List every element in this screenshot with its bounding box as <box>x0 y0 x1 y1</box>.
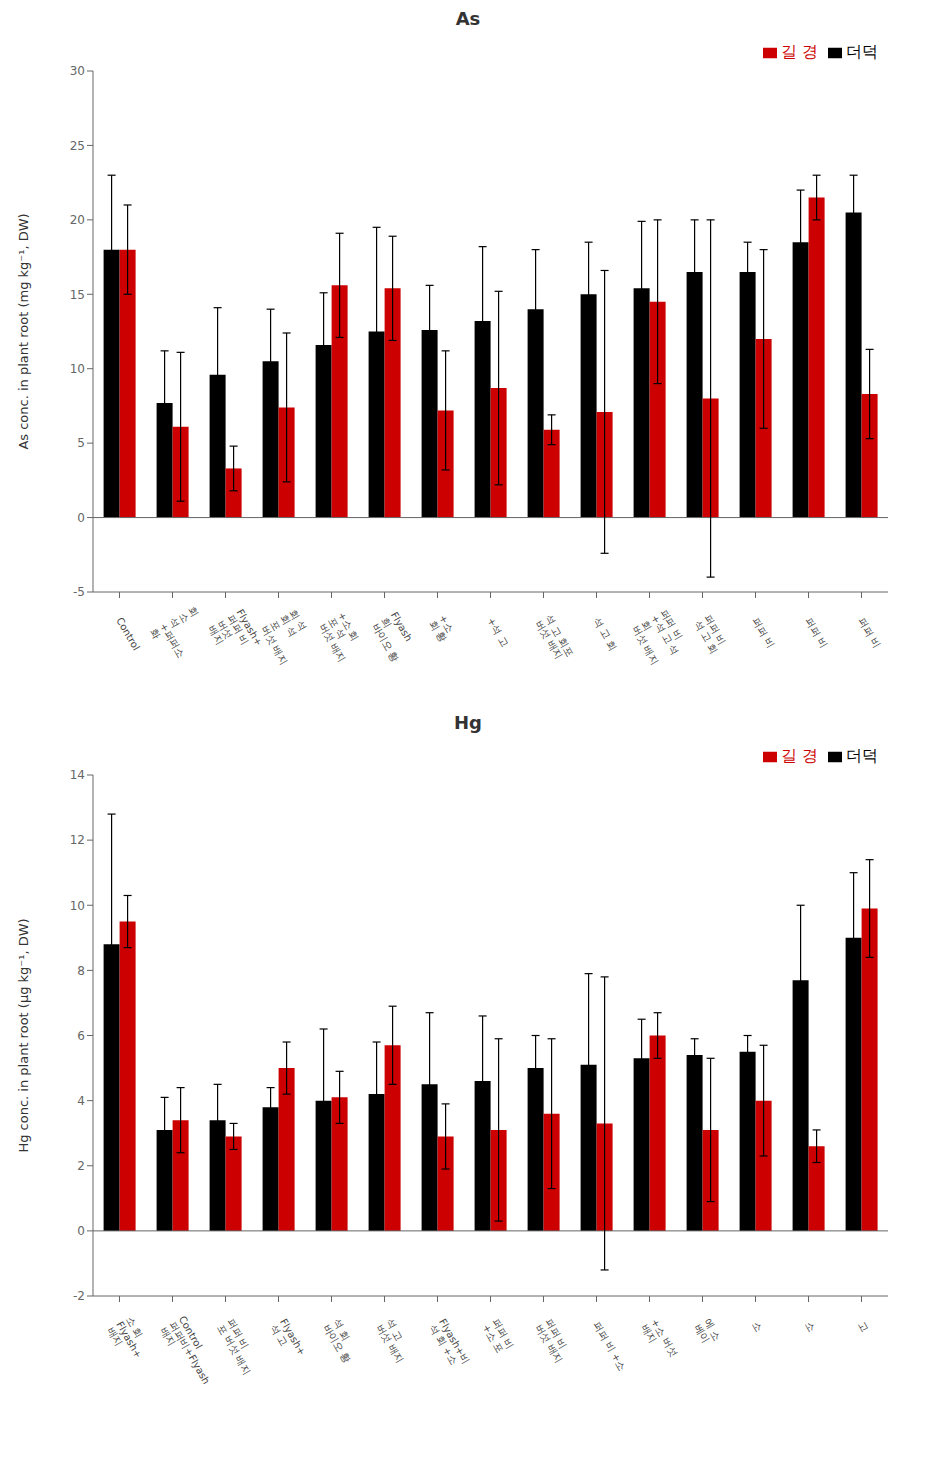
html-text:더덕: 더덕 <box>846 42 878 61</box>
html-text:As: As <box>455 8 481 29</box>
svg-text:퍼퍼 비 +소: 퍼퍼 비 +소 <box>591 1320 628 1373</box>
svg-text:석 회바이오 황: 석 회바이오 황 <box>322 1317 363 1365</box>
svg-text:8: 8 <box>77 964 85 978</box>
svg-text:퍼퍼 비: 퍼퍼 비 <box>856 616 882 650</box>
svg-text:Control: Control <box>114 616 142 653</box>
svg-text:석 고 회포버섯 배지: 석 고 회포버섯 배지 <box>534 613 576 664</box>
svg-text:15: 15 <box>70 288 85 302</box>
svg-text:회소석+퍼퍼소화: 회소석+퍼퍼소화 <box>148 605 215 666</box>
svg-text:+소 회포 석버섯 배지: +소 회포 석버섯 배지 <box>317 610 367 664</box>
svg-text:Hg conc. in plant root (μg kg⁻: Hg conc. in plant root (μg kg⁻¹, DW) <box>16 918 31 1152</box>
svg-text:+소 버섯배지: +소 버섯배지 <box>640 1317 680 1364</box>
svg-text:에 소베이: 에 소베이 <box>693 1317 724 1348</box>
svg-text:Flyash+비석 회 +소: Flyash+비석 회 +소 <box>428 1317 472 1372</box>
svg-text:2: 2 <box>77 1159 85 1173</box>
svg-text:+석 고: +석 고 <box>485 616 510 649</box>
svg-text:0: 0 <box>77 1224 85 1238</box>
svg-text:퍼퍼 비+소 포: 퍼퍼 비+소 포 <box>481 1317 517 1357</box>
svg-text:퍼퍼 비+석 고 석회버섯 배지: 퍼퍼 비+석 고 석회버섯 배지 <box>630 607 690 668</box>
svg-text:퍼퍼 비: 퍼퍼 비 <box>803 616 829 650</box>
svg-text:6: 6 <box>77 1029 85 1043</box>
svg-text:퍼퍼 비버섯 배지: 퍼퍼 비버섯 배지 <box>534 1317 575 1365</box>
svg-text:소: 소 <box>803 1320 818 1334</box>
svg-text:Flyash+퍼퍼 비버섯배지: Flyash+퍼퍼 비버섯배지 <box>206 607 264 664</box>
svg-text:0: 0 <box>77 511 85 525</box>
svg-text:Flyash희바이오 황: Flyash희바이오 황 <box>370 610 420 664</box>
svg-text:14: 14 <box>70 768 85 782</box>
svg-text:4: 4 <box>77 1094 85 1108</box>
html-text:더덕: 더덕 <box>846 746 878 765</box>
html-text:길 경: 길 경 <box>780 746 818 765</box>
html-text:Hg: Hg <box>454 712 482 733</box>
svg-text:소 회Flyash+배지: 소 회Flyash+배지 <box>105 1314 154 1366</box>
svg-text:퍼퍼 비석 고 회: 퍼퍼 비석 고 회 <box>693 613 730 655</box>
svg-text:As conc. in plant root (mg kg⁻: As conc. in plant root (mg kg⁻¹, DW) <box>16 213 31 449</box>
svg-text:12: 12 <box>70 833 85 847</box>
svg-text:10: 10 <box>70 362 85 376</box>
svg-text:20: 20 <box>70 213 85 227</box>
svg-text:30: 30 <box>70 64 85 78</box>
svg-text:-2: -2 <box>73 1289 85 1303</box>
svg-text:25: 25 <box>70 139 85 153</box>
svg-text:Flyash+석 고: Flyash+석 고 <box>269 1317 308 1363</box>
svg-text:Control퍼퍼비+Flyash배지: Control퍼퍼비+Flyash배지 <box>158 1314 222 1392</box>
svg-text:-5: -5 <box>73 585 85 599</box>
svg-text:고: 고 <box>856 1320 871 1334</box>
svg-text:5: 5 <box>77 436 85 450</box>
svg-text:석 고버섯 배지: 석 고버섯 배지 <box>375 1317 416 1365</box>
svg-text:퍼퍼 비포 버섯 배지: 퍼퍼 비포 버섯 배지 <box>216 1317 263 1377</box>
html-text:길 경: 길 경 <box>780 42 818 61</box>
svg-text:석 고 회: 석 고 회 <box>591 616 619 653</box>
svg-text:퍼퍼 비: 퍼퍼 비 <box>750 616 776 650</box>
svg-text:회 석회 석포버섯 배지: 회 석회 석포버섯 배지 <box>259 607 319 666</box>
svg-text:소: 소 <box>750 1320 765 1334</box>
svg-text:+소회 황: +소회 황 <box>428 613 459 644</box>
svg-text:10: 10 <box>70 899 85 913</box>
